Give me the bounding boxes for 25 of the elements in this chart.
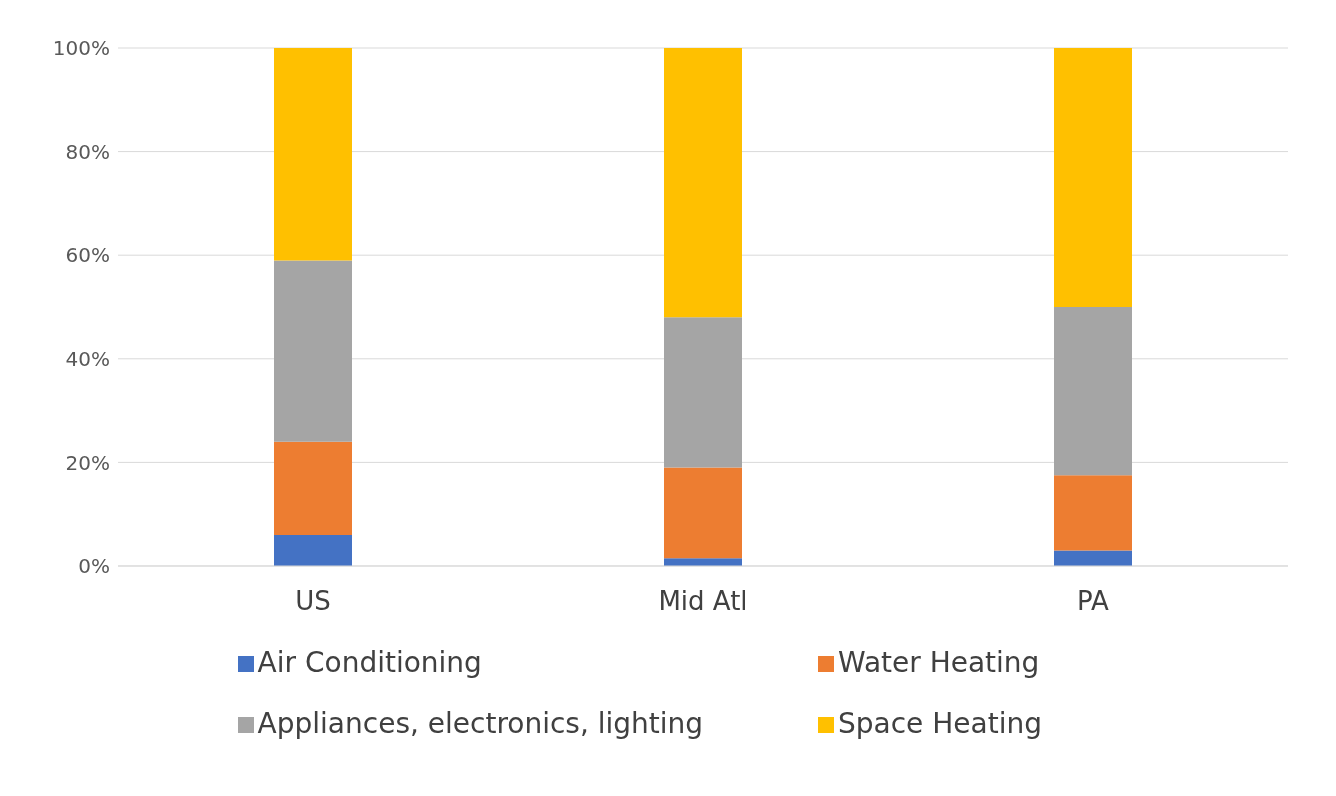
x-tick-label: US xyxy=(295,586,331,617)
bar xyxy=(664,48,742,318)
bar xyxy=(1054,550,1132,566)
legend-label: Space Heating xyxy=(838,707,1042,740)
bar xyxy=(1054,307,1132,476)
bar xyxy=(274,260,352,442)
y-tick-label: 20% xyxy=(65,450,110,475)
bar xyxy=(274,534,352,566)
bar xyxy=(1054,475,1132,551)
legend-label: Air Conditioning xyxy=(257,646,482,679)
legend-label: Water Heating xyxy=(838,646,1040,679)
y-tick-label: 100% xyxy=(52,36,110,61)
bar xyxy=(274,441,352,535)
bar xyxy=(664,317,742,468)
x-tick-label: Mid Atl xyxy=(658,586,748,617)
bar xyxy=(274,48,352,261)
legend-label: Appliances, electronics, lighting xyxy=(257,707,704,740)
bar xyxy=(1054,48,1132,307)
y-tick-label: 80% xyxy=(65,139,110,164)
x-tick-label: PA xyxy=(1077,586,1110,617)
bar xyxy=(664,558,742,566)
y-tick-label: 60% xyxy=(65,243,110,268)
bar xyxy=(664,467,742,559)
y-tick-label: 40% xyxy=(65,346,110,371)
y-tick-label: 0% xyxy=(78,554,110,579)
